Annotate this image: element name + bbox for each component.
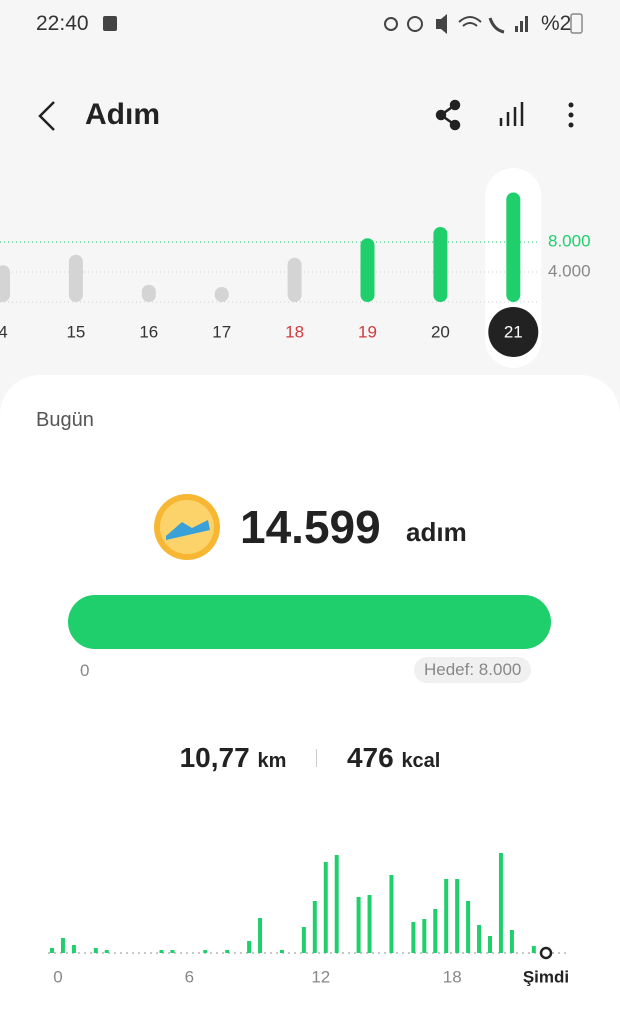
day-label: 4: [0, 322, 8, 341]
hour-bar: [509, 930, 514, 953]
hour-bar: [444, 879, 449, 953]
progress-bar: [68, 595, 551, 649]
selected-day-marker: [488, 307, 539, 357]
hour-bar: [247, 941, 252, 953]
hour-bar: [279, 950, 284, 953]
distance-value: 10,77: [179, 742, 250, 773]
day-bar: [506, 192, 521, 302]
hour-bar: [498, 853, 503, 953]
y-tick-label: 8.000: [548, 231, 591, 250]
day-label: 21: [504, 322, 523, 341]
hour-bar: [312, 901, 317, 953]
y-tick-label: 4.000: [548, 261, 591, 280]
hour-bar: [488, 936, 492, 953]
separator: [316, 749, 318, 767]
hour-bar: [367, 895, 372, 953]
chart-button[interactable]: [499, 102, 524, 126]
hour-bar: [411, 922, 416, 953]
hour-bar: [258, 918, 263, 953]
back-button[interactable]: [38, 101, 55, 131]
distance-unit: km: [257, 750, 287, 772]
daily-chart: 8.000 4.000 4 15 16 17 18 19 20 21: [0, 168, 591, 368]
x-tick-label: 12: [311, 967, 330, 986]
hour-bar: [60, 938, 65, 953]
more-button[interactable]: [568, 102, 574, 128]
hour-bar: [455, 879, 460, 953]
share-button[interactable]: [435, 99, 461, 131]
today-label: Bugün: [36, 409, 94, 431]
hour-bar: [225, 950, 230, 953]
day-bar: [360, 238, 375, 302]
now-marker: [539, 946, 553, 960]
day-bar: [141, 284, 156, 302]
clock: 22:40: [36, 12, 89, 35]
hour-bar: [531, 946, 536, 953]
day-label: 20: [431, 322, 450, 341]
hour-bar: [389, 875, 394, 953]
day-label: 15: [66, 322, 85, 341]
day-label: 16: [139, 322, 158, 341]
hour-bar: [71, 945, 76, 953]
today-card: [0, 375, 620, 1024]
status-icons: [103, 13, 583, 34]
hourly-chart: 0 6 12 18 Şimdi: [48, 853, 570, 986]
now-label: Şimdi: [523, 967, 569, 986]
day-bar: [0, 265, 10, 302]
hour-bar: [104, 950, 109, 953]
achievement-badge: [154, 494, 220, 560]
hour-bar: [323, 862, 328, 953]
step-unit: adım: [406, 517, 467, 547]
toolbar: [38, 99, 574, 131]
calories-value: 476: [346, 742, 394, 773]
x-tick-label: 6: [185, 967, 194, 986]
day-bar: [433, 227, 448, 302]
hour-bar: [466, 901, 471, 953]
day-label: 18: [285, 322, 304, 341]
calories-unit: kcal: [401, 750, 441, 772]
day-label: 17: [212, 322, 231, 341]
hour-bar: [334, 855, 339, 953]
hour-bar: [50, 948, 54, 953]
hour-bar: [159, 950, 164, 953]
step-count: 14.599: [240, 501, 381, 553]
day-bar: [287, 257, 302, 302]
day-label: 19: [358, 322, 377, 341]
hour-bar: [301, 927, 306, 953]
x-tick-label: 18: [443, 967, 462, 986]
day-bar: [68, 254, 83, 302]
page-title: Adım: [85, 98, 160, 131]
hour-bar: [203, 950, 208, 953]
goal-label: Hedef: 8.000: [414, 657, 532, 683]
day-bar: [214, 287, 229, 302]
stats-row: 10,77 km 476 kcal: [0, 742, 620, 774]
progress-start: 0: [80, 661, 90, 680]
hour-bar: [477, 925, 482, 953]
hour-bar: [433, 909, 438, 953]
hour-bar: [422, 919, 427, 953]
hour-bar: [170, 950, 175, 953]
x-tick-label: 0: [53, 967, 62, 986]
hour-bar: [356, 897, 361, 953]
battery-level: %2: [541, 12, 572, 35]
hour-bar: [93, 948, 98, 953]
